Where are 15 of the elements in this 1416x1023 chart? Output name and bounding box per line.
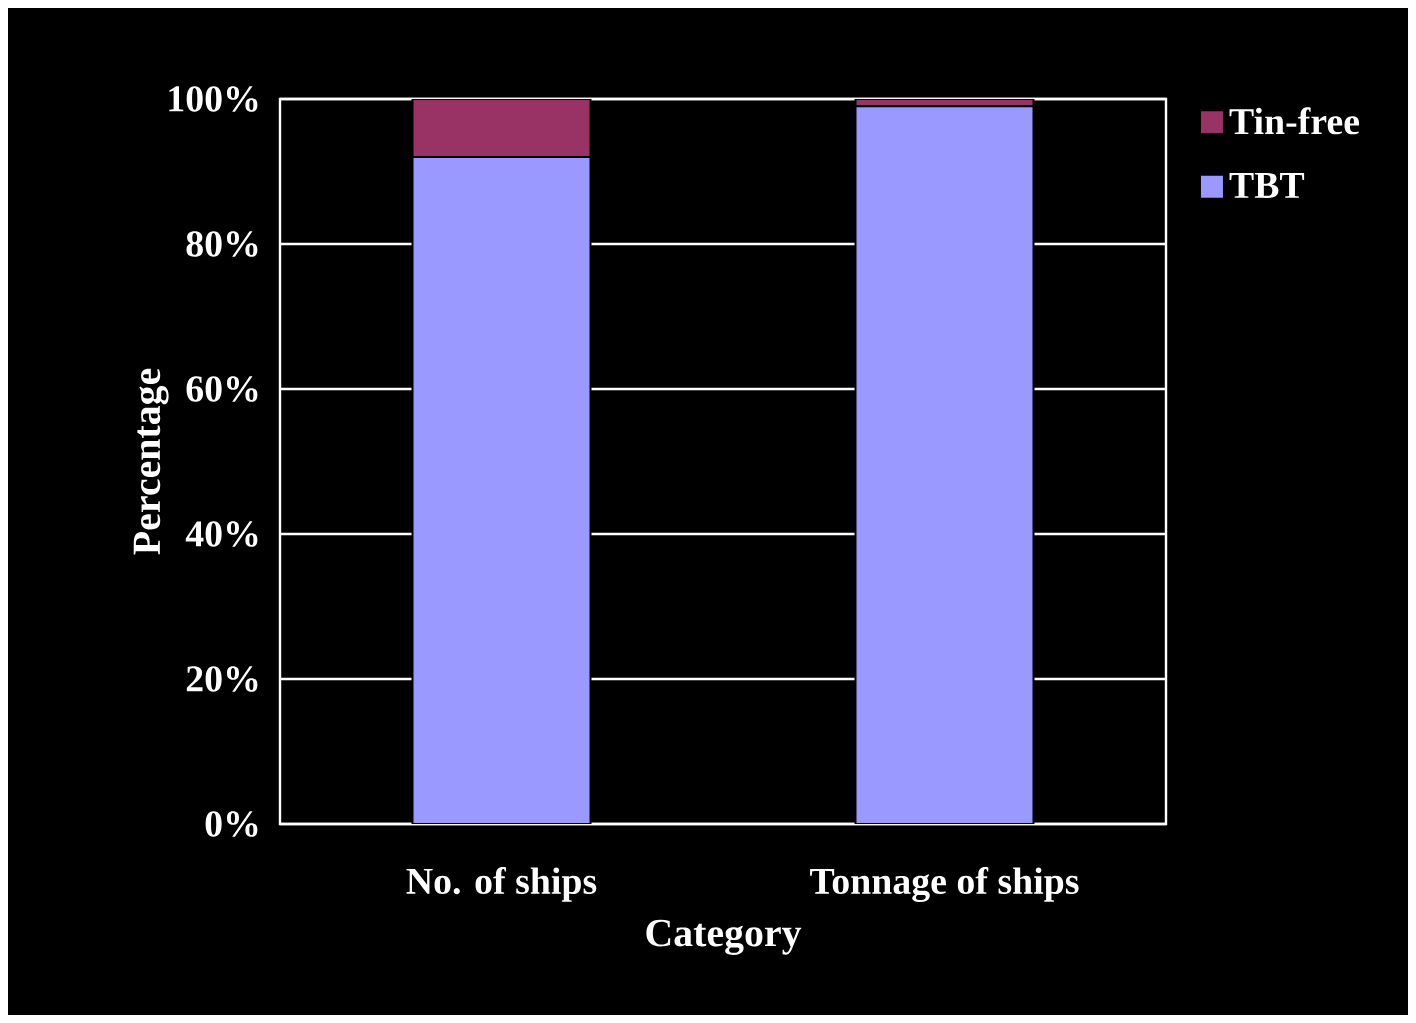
y-tick-label: 100%: [169, 86, 258, 112]
x-tick-label: Tonnage of ships: [810, 867, 1079, 903]
legend-label: TBT: [1229, 172, 1305, 198]
x-axis-title: Category: [646, 919, 802, 955]
y-tick-label: 40%: [185, 521, 258, 547]
legend-label: Tin-free: [1229, 107, 1360, 135]
x-tick-label: No. of ships: [406, 867, 597, 902]
y-tick-label: 80%: [186, 231, 258, 257]
bar: [411, 155, 592, 824]
bar: [854, 105, 1035, 824]
bar: [411, 98, 592, 158]
y-tick-label: 0%: [205, 811, 258, 837]
y-tick-label: 60%: [186, 376, 258, 402]
y-axis-title: Percentage: [133, 368, 169, 555]
y-tick-label: 20%: [186, 666, 258, 692]
